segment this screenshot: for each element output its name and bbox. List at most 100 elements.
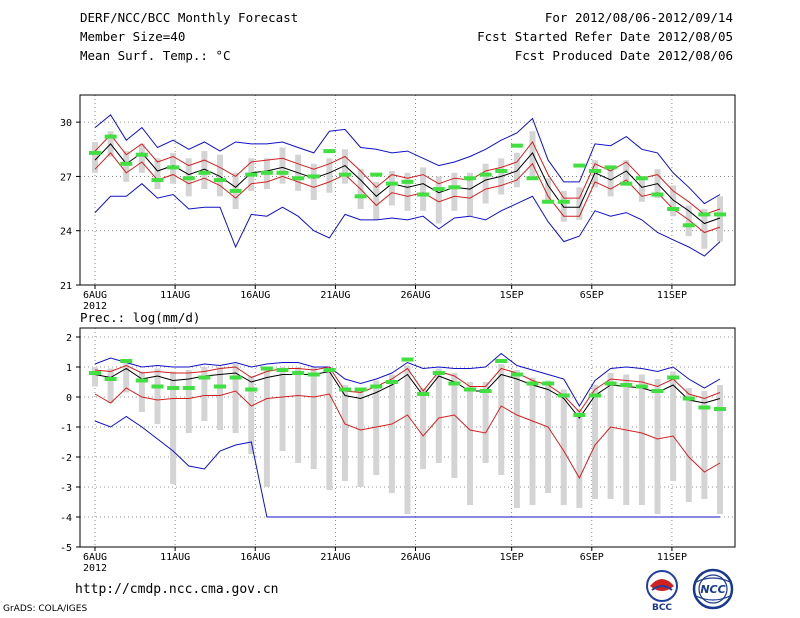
ensemble-box — [451, 373, 458, 478]
chart-title: DERF/NCC/BCC Monthly Forecast — [80, 10, 299, 25]
median-mark — [589, 169, 601, 173]
median-mark — [182, 176, 195, 181]
plot-frame — [79, 327, 736, 548]
median-mark — [667, 375, 680, 380]
ensemble-box — [717, 385, 723, 514]
median-mark — [417, 192, 430, 197]
median-mark — [339, 172, 351, 177]
y-tick-label: 30 — [60, 118, 72, 129]
x-tick-label: 11AUG — [160, 552, 190, 563]
x-tick-label: 11SEP — [657, 290, 687, 301]
median-mark — [589, 393, 601, 398]
median-mark — [323, 368, 336, 372]
median-mark — [479, 172, 492, 177]
y-tick-label: -1 — [60, 423, 72, 434]
median-mark — [245, 172, 258, 177]
ensemble-box — [685, 205, 692, 237]
ensemble-box — [607, 169, 614, 197]
median-mark — [354, 194, 367, 199]
ensemble-box — [607, 373, 614, 499]
x-tick-label: 6SEP — [580, 552, 604, 563]
member-size: Member Size=40 — [80, 29, 186, 44]
y-tick-label: 0 — [66, 393, 72, 404]
ensemble-box — [123, 359, 130, 393]
ensemble-box — [263, 368, 270, 487]
ensemble-box — [513, 370, 520, 508]
x-tick-year-label: 2012 — [83, 301, 107, 312]
ensemble-box — [545, 380, 552, 493]
median-mark — [229, 188, 242, 193]
median-mark — [682, 396, 695, 401]
forecast-period: For 2012/08/06-2012/09/14 — [544, 10, 733, 25]
ensemble-box — [326, 158, 333, 193]
median-mark — [604, 381, 617, 386]
ensemble-box — [701, 391, 708, 499]
ensemble-box — [420, 388, 427, 469]
ensemble-box — [576, 187, 583, 220]
ensemble-box — [154, 158, 161, 190]
ensemble-box — [342, 385, 348, 481]
median-mark — [292, 371, 305, 375]
y-tick-label: 21 — [60, 281, 72, 292]
median-mark — [651, 389, 664, 393]
median-mark — [198, 375, 211, 380]
ensemble-box — [482, 163, 489, 204]
ncc-logo: NCC — [692, 568, 734, 610]
ensemble-box — [482, 382, 489, 463]
ensemble-box — [232, 364, 239, 433]
x-tick-label: 16AUG — [240, 552, 270, 563]
median-mark — [557, 393, 570, 398]
source-url[interactable]: http://cmdp.ncc.cma.gov.cn — [75, 582, 279, 597]
variable-label: Mean Surf. Temp.: °C — [80, 48, 231, 63]
median-mark — [370, 384, 383, 389]
x-tick-year-label: 2012 — [83, 563, 107, 574]
x-tick-label: 11AUG — [160, 290, 190, 301]
median-mark — [667, 207, 680, 211]
median-mark — [135, 378, 148, 383]
ensemble-box — [201, 151, 208, 190]
x-tick-label: 26AUG — [400, 290, 430, 301]
ensemble-box — [685, 388, 692, 502]
y-tick-label: 24 — [60, 227, 72, 238]
median-mark — [573, 163, 586, 168]
ensemble-box — [545, 178, 552, 204]
median-mark — [698, 212, 711, 217]
median-mark — [385, 181, 398, 186]
ensemble-box — [560, 389, 567, 505]
median-mark — [276, 368, 289, 372]
ensemble-box — [420, 167, 427, 211]
median-mark — [635, 384, 648, 389]
ensemble-box — [467, 172, 473, 217]
panel-title: Prec.: log(mm/d) — [80, 310, 200, 325]
ensemble-box — [638, 176, 645, 202]
x-tick-label: 16AUG — [240, 290, 270, 301]
ensemble-box — [670, 371, 677, 481]
y-tick-label: -5 — [60, 543, 72, 554]
ensemble-box — [717, 196, 723, 242]
median-mark — [307, 174, 320, 179]
x-tick-label: 21AUG — [320, 290, 350, 301]
ensemble-box — [295, 367, 302, 463]
median-mark — [198, 170, 211, 175]
median-mark — [714, 407, 726, 411]
ensemble-box — [592, 385, 598, 499]
std-upper-line — [94, 364, 721, 413]
median-mark — [401, 357, 414, 362]
median-mark — [182, 386, 195, 390]
std-lower-line — [94, 152, 721, 234]
median-mark — [526, 176, 539, 181]
ensemble-box — [123, 151, 130, 182]
x-tick-label: 26AUG — [400, 552, 430, 563]
ensemble-box — [92, 142, 98, 173]
ensemble-box — [638, 374, 645, 505]
ensemble-box — [701, 209, 708, 249]
x-tick-label: 6SEP — [580, 290, 604, 301]
ensemble-box — [92, 367, 98, 387]
ensemble-box — [248, 376, 255, 454]
ensemble-box — [279, 367, 286, 451]
median-mark — [495, 359, 508, 363]
x-tick-label: 1SEP — [500, 552, 524, 563]
ensemble-box — [623, 160, 630, 184]
median-mark — [214, 178, 226, 183]
